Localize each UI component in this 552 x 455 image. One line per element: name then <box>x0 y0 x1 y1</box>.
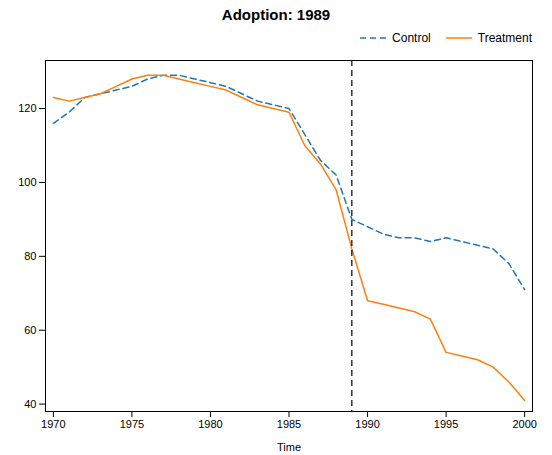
svg-text:100: 100 <box>18 176 36 188</box>
svg-text:2000: 2000 <box>512 418 536 430</box>
svg-text:40: 40 <box>24 398 36 410</box>
html-text:Control: Control <box>392 31 431 45</box>
html-text:Treatment: Treatment <box>477 31 532 45</box>
svg-text:120: 120 <box>18 102 36 114</box>
svg-text:80: 80 <box>24 250 36 262</box>
html-text:Adoption: 1989: Adoption: 1989 <box>221 6 331 23</box>
svg-text:1985: 1985 <box>277 418 301 430</box>
svg-text:1990: 1990 <box>355 418 379 430</box>
svg-text:1995: 1995 <box>434 418 458 430</box>
svg-text:60: 60 <box>24 324 36 336</box>
svg-text:Time: Time <box>277 441 301 453</box>
svg-text:1970: 1970 <box>41 418 65 430</box>
svg-text:1975: 1975 <box>120 418 144 430</box>
svg-text:1980: 1980 <box>198 418 222 430</box>
